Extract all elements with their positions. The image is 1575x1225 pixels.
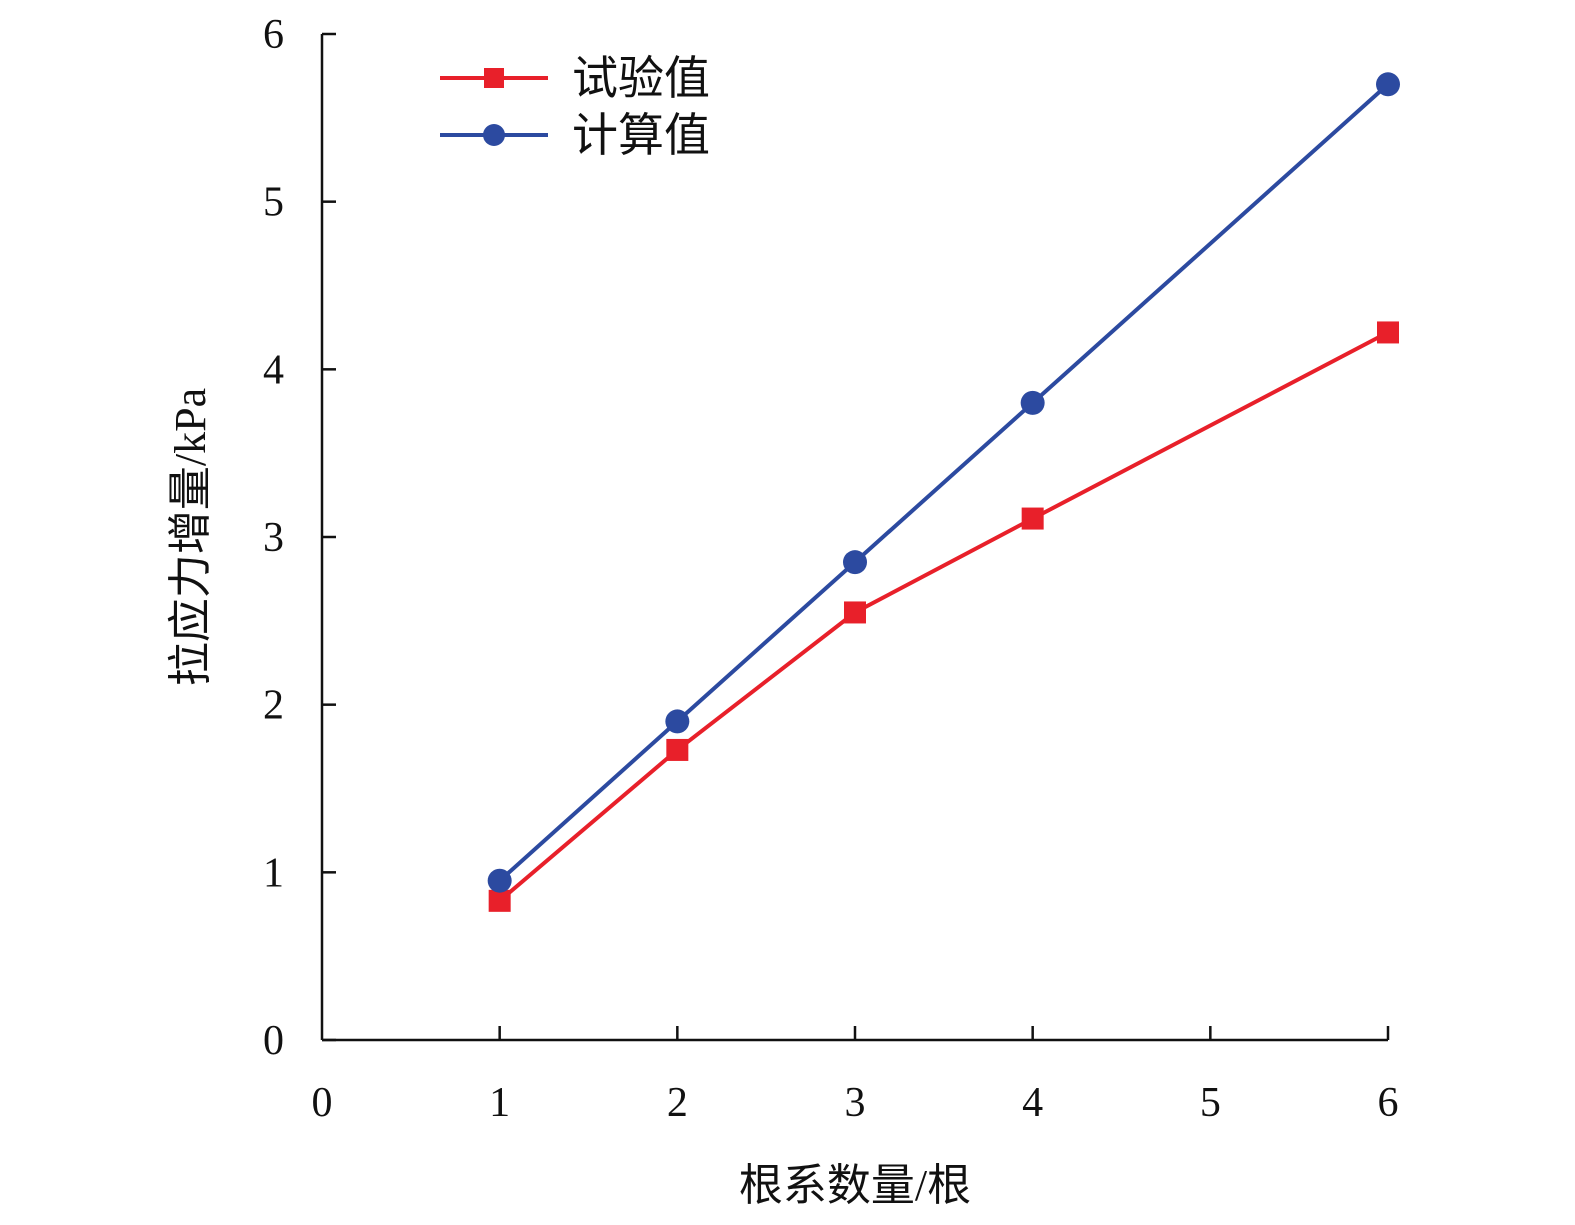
legend-item: 试验值 (440, 53, 710, 104)
data-point-circle (843, 550, 867, 575)
series-line (498, 82, 1390, 883)
data-point-circle (1376, 72, 1400, 97)
x-tick-label: 5 (1200, 1080, 1221, 1126)
data-point-square (488, 889, 511, 912)
x-tick-label: 0 (312, 1080, 333, 1126)
y-tick-label: 4 (263, 347, 284, 393)
x-tick-label: 3 (845, 1080, 866, 1126)
x-tick-label: 6 (1378, 1080, 1399, 1126)
y-tick-label: 6 (263, 12, 284, 58)
data-point-square (844, 601, 866, 624)
y-tick-label: 3 (263, 515, 284, 561)
data-point-circle (665, 709, 690, 734)
data-point-square (666, 738, 689, 761)
x-axis-title: 根系数量/根 (739, 1161, 971, 1210)
series-1 (488, 321, 1399, 912)
x-tick-label: 4 (1022, 1080, 1043, 1126)
data-point-circle (1020, 390, 1045, 415)
legend-label: 试验值 (572, 53, 710, 104)
data-point-square (1377, 321, 1399, 344)
x-tick-label: 2 (667, 1080, 688, 1126)
legend-label: 计算值 (572, 110, 710, 161)
y-tick-label: 5 (263, 180, 284, 226)
series-line (498, 330, 1389, 903)
y-tick-label: 0 (263, 1018, 284, 1064)
x-tick-label: 1 (489, 1080, 510, 1126)
legend-marker-square (484, 68, 504, 88)
series-layer (487, 72, 1400, 912)
legend-marker-circle (483, 124, 505, 146)
axes: 0 1 2 3 4 5 6 0 1 2 3 4 5 6 (263, 12, 1399, 1126)
legend-item: 计算值 (440, 110, 710, 161)
y-axis-title: 拉应力增量/kPa (166, 388, 215, 686)
data-point-square (1021, 507, 1044, 530)
y-tick-label: 1 (263, 850, 284, 896)
data-point-circle (487, 868, 512, 893)
series-2 (487, 72, 1400, 893)
y-tick-label: 2 (263, 683, 284, 729)
